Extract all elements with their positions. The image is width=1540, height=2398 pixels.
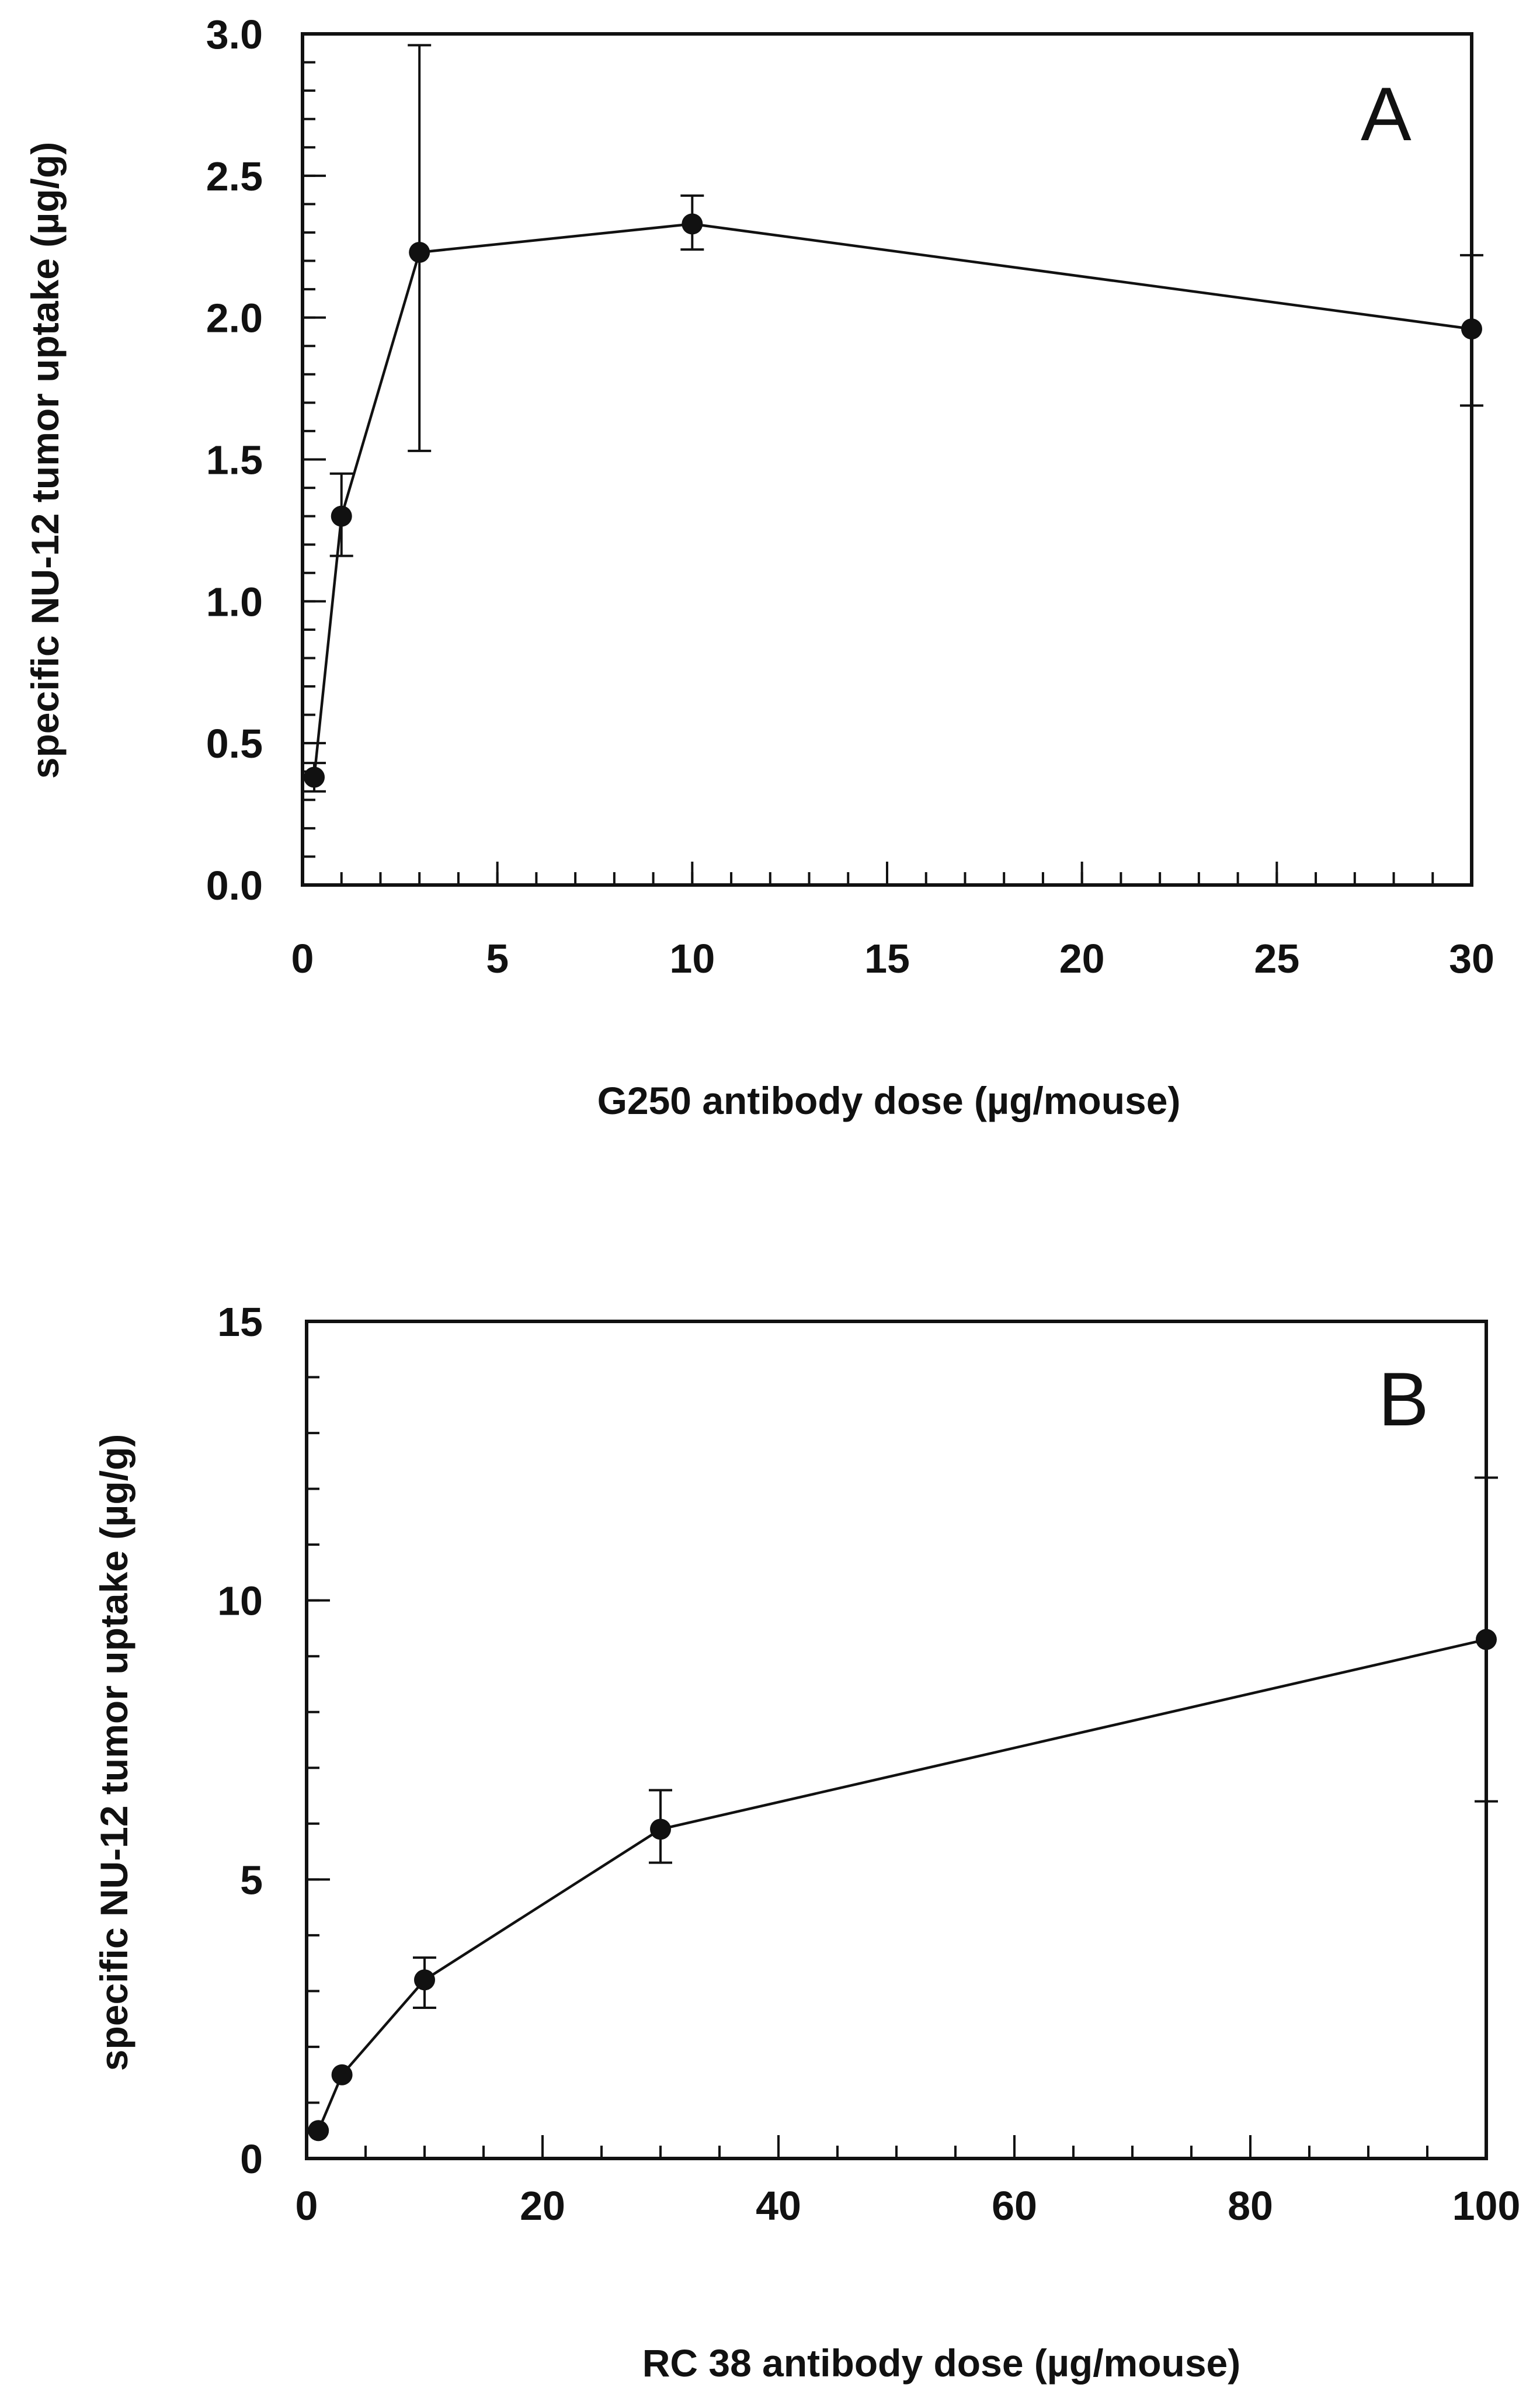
- chart-a-series-line: [312, 223, 1472, 778]
- chart-b-series-line: [317, 1638, 1487, 2132]
- chart-b-y-tick-label: 0: [240, 2136, 263, 2182]
- chart-b-x-tick-label: 20: [520, 2183, 565, 2229]
- chart-a-y-tick-label: 1.0: [206, 579, 263, 624]
- chart-b-data-point: [414, 1969, 435, 1991]
- panel-a-label: A: [1361, 71, 1412, 157]
- chart-a-y-tick-label: 1.5: [206, 438, 263, 483]
- chart-a-x-tick-label: 5: [486, 936, 509, 981]
- chart-a-plot-frame: [301, 32, 1473, 887]
- chart-a-y-tick-label: 2.5: [206, 154, 263, 199]
- chart-a-x-tick-label: 10: [669, 936, 715, 981]
- chart-a-y-tick-label: 2.0: [206, 296, 263, 341]
- chart-a-y-tick-label: 3.0: [206, 12, 263, 57]
- chart-a-data-point: [304, 766, 325, 788]
- chart-a-x-tick-label: 20: [1059, 936, 1105, 981]
- chart-b-data-point: [650, 1819, 671, 1840]
- chart-a-x-tick-label: 15: [864, 936, 910, 981]
- chart-b-y-tick-label: 15: [217, 1299, 263, 1345]
- chart-b-x-tick-label: 80: [1228, 2183, 1273, 2229]
- chart-b-y-tick-label: 5: [240, 1857, 263, 1903]
- chart-a-data-point: [1461, 318, 1482, 340]
- panel-b-label: B: [1378, 1356, 1429, 1442]
- chart-b-data-point: [331, 2064, 353, 2085]
- chart-a-data-point: [409, 241, 430, 263]
- chart-b-x-tick-label: 100: [1452, 2183, 1521, 2229]
- chart-a-x-tick-label: 0: [291, 936, 314, 981]
- chart-b-x-tick-label: 60: [992, 2183, 1037, 2229]
- chart-a-x-tick-label: 25: [1254, 936, 1299, 981]
- chart-a-y-tick-label: 0.0: [206, 863, 263, 908]
- chart-a-data-point: [331, 505, 352, 527]
- chart-b-x-axis-label: RC 38 antibody dose (µg/mouse): [642, 2341, 1240, 2385]
- chart-b-x-tick-label: 40: [756, 2183, 801, 2229]
- chart-b-y-axis-label: specific NU-12 tumor uptake (µg/g): [92, 1434, 135, 2071]
- chart-b-data-point: [308, 2120, 329, 2142]
- chart-a-y-axis-label: specific NU-12 tumor uptake (µg/g): [23, 142, 67, 779]
- chart-b-plot-frame: [305, 1320, 1488, 2160]
- chart-a: A specific NU-12 tumor uptake (µg/g) G25…: [23, 12, 1494, 1122]
- chart-b-y-tick-label: 10: [217, 1578, 263, 1624]
- chart-b-x-tick-label: 0: [296, 2183, 318, 2229]
- chart-a-y-tick-label: 0.5: [206, 721, 263, 766]
- chart-a-x-tick-label: 30: [1449, 936, 1494, 981]
- chart-a-x-axis-label: G250 antibody dose (µg/mouse): [597, 1079, 1181, 1122]
- chart-a-data-point: [682, 213, 703, 235]
- chart-b-data-point: [1476, 1629, 1497, 1650]
- chart-b: B specific NU-12 tumor uptake (µg/g) RC …: [92, 1299, 1520, 2385]
